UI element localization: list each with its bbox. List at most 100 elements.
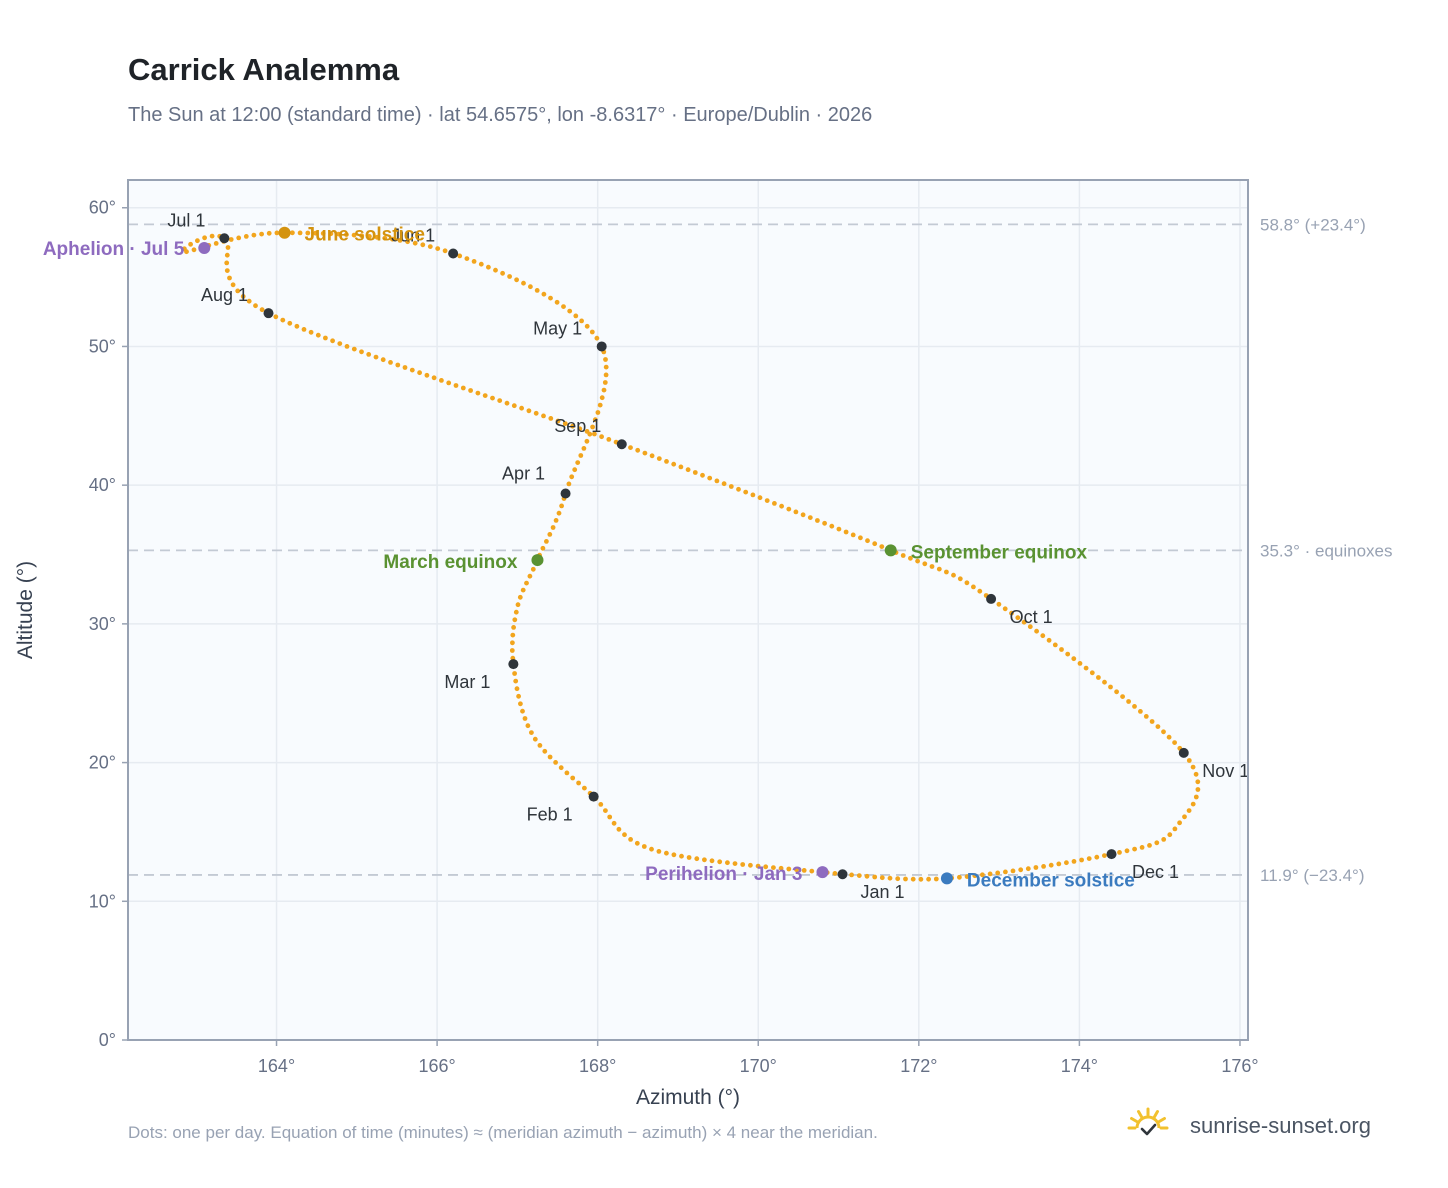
daily-dot bbox=[599, 395, 605, 401]
daily-dot bbox=[359, 349, 364, 355]
daily-dot bbox=[575, 460, 581, 465]
daily-dot bbox=[320, 231, 326, 236]
daily-dot bbox=[1025, 866, 1031, 872]
daily-dot bbox=[628, 445, 633, 450]
daily-dot bbox=[227, 275, 232, 281]
daily-dot bbox=[471, 259, 477, 264]
daily-dot bbox=[764, 498, 770, 503]
daily-dot bbox=[409, 367, 415, 373]
daily-dot bbox=[908, 555, 913, 561]
event-label: December solstice bbox=[967, 870, 1135, 891]
x-axis-ticks: 164° 166° 168° 170° 172° 174° 176° bbox=[258, 1040, 1259, 1076]
daily-dot bbox=[235, 288, 241, 294]
daily-dot bbox=[453, 383, 459, 388]
daily-dot bbox=[555, 418, 561, 424]
daily-dot bbox=[1056, 861, 1062, 867]
daily-dot bbox=[1071, 859, 1077, 864]
daily-dot bbox=[297, 230, 303, 236]
month-marker bbox=[596, 341, 607, 352]
brand-logo[interactable]: sunrise-sunset.org bbox=[1120, 1104, 1371, 1148]
daily-dot bbox=[864, 873, 870, 879]
daily-dot bbox=[195, 238, 200, 244]
daily-dot bbox=[308, 329, 314, 335]
daily-dot bbox=[366, 352, 372, 357]
daily-dot bbox=[424, 372, 430, 378]
daily-dot bbox=[511, 403, 517, 409]
daily-dot bbox=[382, 235, 388, 241]
event-label: Aphelion · Jul 5 bbox=[43, 239, 185, 260]
daily-dot bbox=[259, 307, 265, 313]
daily-dot bbox=[493, 267, 498, 273]
daily-dot bbox=[879, 875, 885, 881]
daily-dot bbox=[915, 558, 920, 564]
month-marker bbox=[263, 308, 274, 319]
daily-dot bbox=[809, 868, 815, 874]
daily-dot bbox=[1147, 843, 1152, 848]
daily-dot bbox=[439, 378, 444, 383]
daily-dot bbox=[517, 594, 523, 600]
daily-dot bbox=[522, 716, 528, 721]
daily-dot bbox=[671, 852, 677, 858]
daily-dot bbox=[482, 393, 488, 398]
daily-dot bbox=[330, 338, 335, 344]
daily-dot bbox=[926, 876, 931, 882]
daily-dot bbox=[537, 743, 543, 748]
daily-dot bbox=[512, 617, 518, 623]
daily-dot bbox=[1149, 719, 1155, 724]
daily-dot bbox=[1161, 837, 1167, 842]
daily-dot bbox=[548, 295, 553, 301]
daily-dot bbox=[1059, 647, 1064, 652]
daily-dot bbox=[1155, 724, 1161, 729]
daily-dot bbox=[1139, 845, 1145, 850]
daily-dot bbox=[570, 423, 575, 429]
daily-dot bbox=[351, 346, 357, 352]
daily-dot bbox=[1190, 764, 1196, 770]
daily-dot bbox=[446, 380, 452, 386]
daily-dot bbox=[328, 231, 334, 237]
daily-dot bbox=[1114, 689, 1119, 695]
daily-dot bbox=[323, 335, 328, 341]
daily-dot bbox=[541, 291, 547, 297]
daily-dot bbox=[900, 553, 906, 558]
daily-dot bbox=[771, 865, 776, 870]
daily-dot bbox=[527, 573, 533, 579]
daily-dot bbox=[556, 510, 562, 516]
daily-dot bbox=[700, 472, 705, 478]
daily-dot bbox=[576, 780, 581, 786]
month-label: Nov 1 bbox=[1202, 761, 1249, 781]
daily-dot bbox=[570, 775, 576, 781]
daily-dot bbox=[1132, 846, 1137, 852]
daily-dot bbox=[518, 701, 523, 707]
event-marker bbox=[816, 866, 829, 879]
daily-dot bbox=[879, 544, 885, 549]
daily-dot bbox=[460, 385, 466, 391]
daily-dot bbox=[579, 318, 584, 324]
daily-dot bbox=[1052, 642, 1058, 648]
daily-dot bbox=[513, 609, 519, 615]
daily-dot bbox=[944, 569, 949, 575]
daily-dot bbox=[509, 648, 515, 653]
month-label: Aug 1 bbox=[201, 285, 248, 305]
daily-dot bbox=[972, 873, 978, 879]
daily-dot bbox=[337, 341, 343, 346]
daily-dot bbox=[649, 846, 654, 852]
reference-lines: 58.8° (+23.4°) 35.3° · equinoxes 11.9° (−2… bbox=[128, 215, 1393, 885]
daily-dot bbox=[253, 303, 258, 309]
daily-dot bbox=[656, 456, 662, 461]
daily-dot bbox=[359, 233, 365, 239]
month-marker bbox=[616, 439, 627, 450]
daily-dot bbox=[1117, 850, 1122, 855]
daily-dot bbox=[397, 238, 403, 243]
daily-dot bbox=[529, 730, 534, 735]
event-markers: Aphelion · Jul 5 June solstice March equin… bbox=[43, 225, 1135, 892]
daily-dot bbox=[951, 572, 956, 578]
daily-dot bbox=[547, 754, 553, 760]
daily-dot bbox=[603, 808, 608, 813]
daily-dot bbox=[468, 388, 473, 393]
daily-dot bbox=[1010, 868, 1016, 874]
daily-dot bbox=[230, 282, 236, 288]
reference-line-label: 11.9° (−23.4°) bbox=[1260, 866, 1364, 885]
daily-dot bbox=[374, 234, 380, 240]
daily-dot bbox=[656, 849, 662, 854]
daily-dot bbox=[849, 872, 854, 878]
